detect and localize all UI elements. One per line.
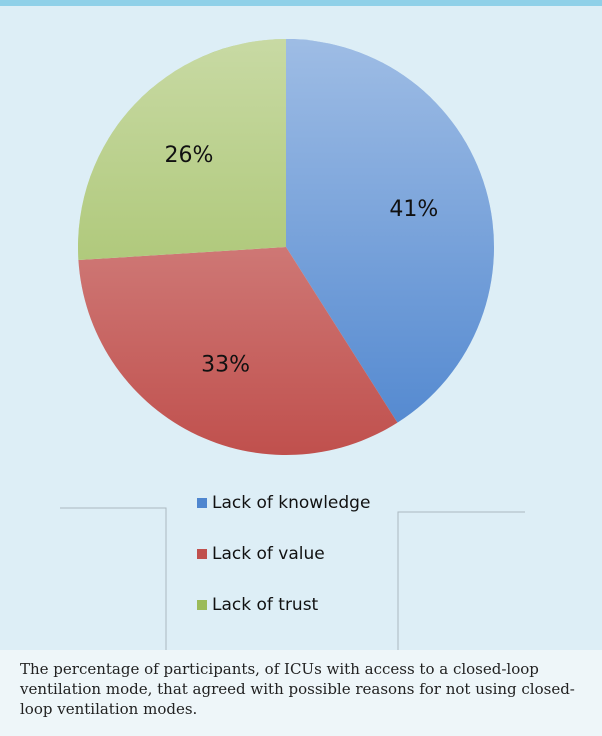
- data-label: 41%: [389, 197, 438, 222]
- legend-label: Lack of knowledge: [212, 493, 370, 513]
- caption: The percentage of participants, of ICUs …: [20, 660, 575, 718]
- chart: 41% 33% 26% Lack of knowledge Lack of value…: [60, 39, 525, 650]
- legend-frame: [60, 507, 525, 650]
- data-label: 26%: [165, 143, 214, 168]
- data-label: 33%: [201, 353, 250, 378]
- legend-swatch: [197, 600, 207, 610]
- legend-swatch: [197, 498, 207, 508]
- legend-swatch: [197, 549, 207, 559]
- legend-label: Lack of value: [212, 544, 325, 564]
- legend-label: Lack of trust: [212, 595, 319, 615]
